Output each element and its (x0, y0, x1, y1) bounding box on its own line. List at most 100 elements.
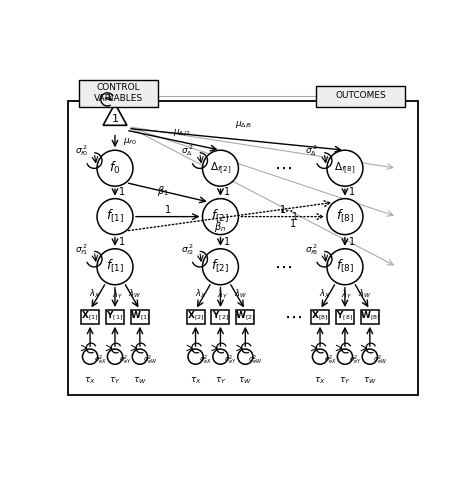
Text: 1: 1 (280, 205, 286, 215)
Text: $\sigma^2_{eY}$: $\sigma^2_{eY}$ (349, 354, 362, 368)
Circle shape (188, 349, 203, 364)
Text: $\sigma^2_{eX}$: $\sigma^2_{eX}$ (199, 354, 212, 368)
Text: $\cdots$: $\cdots$ (279, 202, 293, 216)
Text: $\Delta_{f[8]}$: $\Delta_{f[8]}$ (334, 160, 356, 176)
Text: $\tau_W$: $\tau_W$ (238, 375, 252, 386)
Text: 1: 1 (292, 211, 298, 222)
FancyBboxPatch shape (311, 310, 329, 324)
Text: $\mathbf{Y}_{[8]}$: $\mathbf{Y}_{[8]}$ (337, 310, 354, 324)
Text: $\lambda_W$: $\lambda_W$ (358, 287, 372, 300)
Circle shape (97, 249, 133, 285)
Text: $\mu_{\Delta/2}$: $\mu_{\Delta/2}$ (173, 127, 190, 138)
FancyBboxPatch shape (106, 310, 124, 324)
Text: 1: 1 (349, 187, 355, 198)
FancyBboxPatch shape (81, 310, 99, 324)
Text: $\sigma^2_{eX}$: $\sigma^2_{eX}$ (324, 354, 337, 368)
Text: $\sigma^2_{eW}$: $\sigma^2_{eW}$ (143, 354, 158, 368)
Text: $\mathbf{W}_{[1]}$: $\mathbf{W}_{[1]}$ (130, 310, 150, 324)
Text: $\Delta_{f[2]}$: $\Delta_{f[2]}$ (210, 160, 231, 176)
Text: $\sigma^2_{eY}$: $\sigma^2_{eY}$ (224, 354, 237, 368)
Circle shape (327, 249, 363, 285)
Circle shape (312, 349, 328, 364)
Text: CONTROL
VARIABLES: CONTROL VARIABLES (94, 83, 143, 103)
Text: $\sigma_{f1}^{\;2}$: $\sigma_{f1}^{\;2}$ (75, 242, 89, 257)
Text: $\sigma^2_{eW}$: $\sigma^2_{eW}$ (373, 354, 388, 368)
Text: $\cdots$: $\cdots$ (273, 159, 292, 177)
Text: $\lambda_W$: $\lambda_W$ (234, 287, 247, 300)
Text: $\cdots$: $\cdots$ (284, 308, 302, 326)
Text: $\lambda_Y$: $\lambda_Y$ (217, 288, 228, 301)
Circle shape (238, 349, 253, 364)
Circle shape (327, 150, 363, 186)
FancyBboxPatch shape (336, 310, 354, 324)
Text: $\beta_1$: $\beta_1$ (156, 184, 168, 198)
Circle shape (82, 349, 98, 364)
Text: 1: 1 (224, 187, 230, 198)
Circle shape (132, 349, 147, 364)
FancyBboxPatch shape (211, 310, 229, 324)
Text: 1: 1 (290, 219, 296, 229)
Text: $f_{[8]}$: $f_{[8]}$ (336, 258, 354, 275)
FancyBboxPatch shape (131, 310, 149, 324)
Text: 1: 1 (119, 187, 125, 198)
Text: $\lambda_X$: $\lambda_X$ (89, 287, 101, 300)
Polygon shape (103, 104, 127, 125)
Text: $\mathbf{X}_{[8]}$: $\mathbf{X}_{[8]}$ (311, 310, 329, 324)
Text: $\sigma^2_{eX}$: $\sigma^2_{eX}$ (94, 354, 107, 368)
Text: 1: 1 (111, 115, 118, 124)
Text: $\mu_{\Delta/8}$: $\mu_{\Delta/8}$ (235, 119, 253, 129)
Text: $\lambda_X$: $\lambda_X$ (319, 287, 331, 300)
Text: $\mathbf{W}_{[2]}$: $\mathbf{W}_{[2]}$ (235, 310, 255, 324)
Text: $\tau_X$: $\tau_X$ (84, 375, 96, 386)
Text: $f_{[1]}$: $f_{[1]}$ (106, 258, 124, 275)
Text: 1: 1 (224, 237, 230, 247)
Text: 1: 1 (164, 205, 171, 215)
Text: $\tau_Y$: $\tau_Y$ (215, 375, 226, 386)
Text: $f_{[1]}$: $f_{[1]}$ (106, 208, 124, 225)
FancyBboxPatch shape (187, 310, 205, 324)
Text: $\mathbf{Y}_{[1]}$: $\mathbf{Y}_{[1]}$ (106, 310, 124, 324)
Circle shape (337, 349, 353, 364)
Circle shape (202, 150, 238, 186)
FancyBboxPatch shape (316, 85, 405, 107)
Text: $\tau_Y$: $\tau_Y$ (109, 375, 121, 386)
Text: 1: 1 (119, 237, 125, 247)
Text: $\tau_W$: $\tau_W$ (133, 375, 147, 386)
Text: $\sigma^2_{eY}$: $\sigma^2_{eY}$ (119, 354, 132, 368)
Circle shape (97, 150, 133, 186)
Circle shape (108, 349, 123, 364)
Text: $\mathbf{X}_{[2]}$: $\mathbf{X}_{[2]}$ (187, 310, 204, 324)
Text: $\tau_W$: $\tau_W$ (363, 375, 377, 386)
Text: $f_{[2]}$: $f_{[2]}$ (211, 258, 229, 275)
Text: $\lambda_Y$: $\lambda_Y$ (341, 288, 353, 301)
Text: $\lambda_Y$: $\lambda_Y$ (111, 288, 123, 301)
FancyBboxPatch shape (361, 310, 379, 324)
Text: $\sigma^2_{eW}$: $\sigma^2_{eW}$ (248, 354, 263, 368)
Text: $\tau_Y$: $\tau_Y$ (339, 375, 351, 386)
Text: $f_0$: $f_0$ (109, 160, 121, 176)
Text: $f_{[2]}$: $f_{[2]}$ (211, 208, 229, 225)
Circle shape (202, 199, 238, 235)
Text: OUTCOMES: OUTCOMES (335, 91, 386, 100)
Text: 1: 1 (349, 237, 355, 247)
Text: $\beta_n$: $\beta_n$ (214, 220, 226, 234)
Text: $\sigma_{f0}^{\;2}$: $\sigma_{f0}^{\;2}$ (75, 143, 89, 159)
Circle shape (213, 349, 228, 364)
Text: $\sigma_{\Delta}^{\;2}$: $\sigma_{\Delta}^{\;2}$ (305, 143, 319, 159)
FancyBboxPatch shape (237, 310, 255, 324)
Text: $\tau_X$: $\tau_X$ (314, 375, 326, 386)
Circle shape (327, 199, 363, 235)
Text: $\mathbf{X}_{[1]}$: $\mathbf{X}_{[1]}$ (82, 310, 99, 324)
Circle shape (362, 349, 377, 364)
Text: $\mu_{f0}$: $\mu_{f0}$ (123, 136, 136, 147)
Circle shape (97, 199, 133, 235)
Text: $\cdots$: $\cdots$ (273, 258, 292, 276)
Text: $\mathbf{Y}_{[2]}$: $\mathbf{Y}_{[2]}$ (212, 310, 229, 324)
Text: $\tau_X$: $\tau_X$ (190, 375, 201, 386)
FancyBboxPatch shape (79, 81, 158, 107)
Circle shape (202, 249, 238, 285)
Text: $\mathbf{W}_{[8]}$: $\mathbf{W}_{[8]}$ (360, 310, 380, 324)
Text: $\lambda_X$: $\lambda_X$ (195, 287, 206, 300)
Text: $\sigma_{\Delta}^{\;2}$: $\sigma_{\Delta}^{\;2}$ (181, 143, 194, 159)
Text: $\sigma_{f2}^{\;2}$: $\sigma_{f2}^{\;2}$ (181, 242, 194, 257)
